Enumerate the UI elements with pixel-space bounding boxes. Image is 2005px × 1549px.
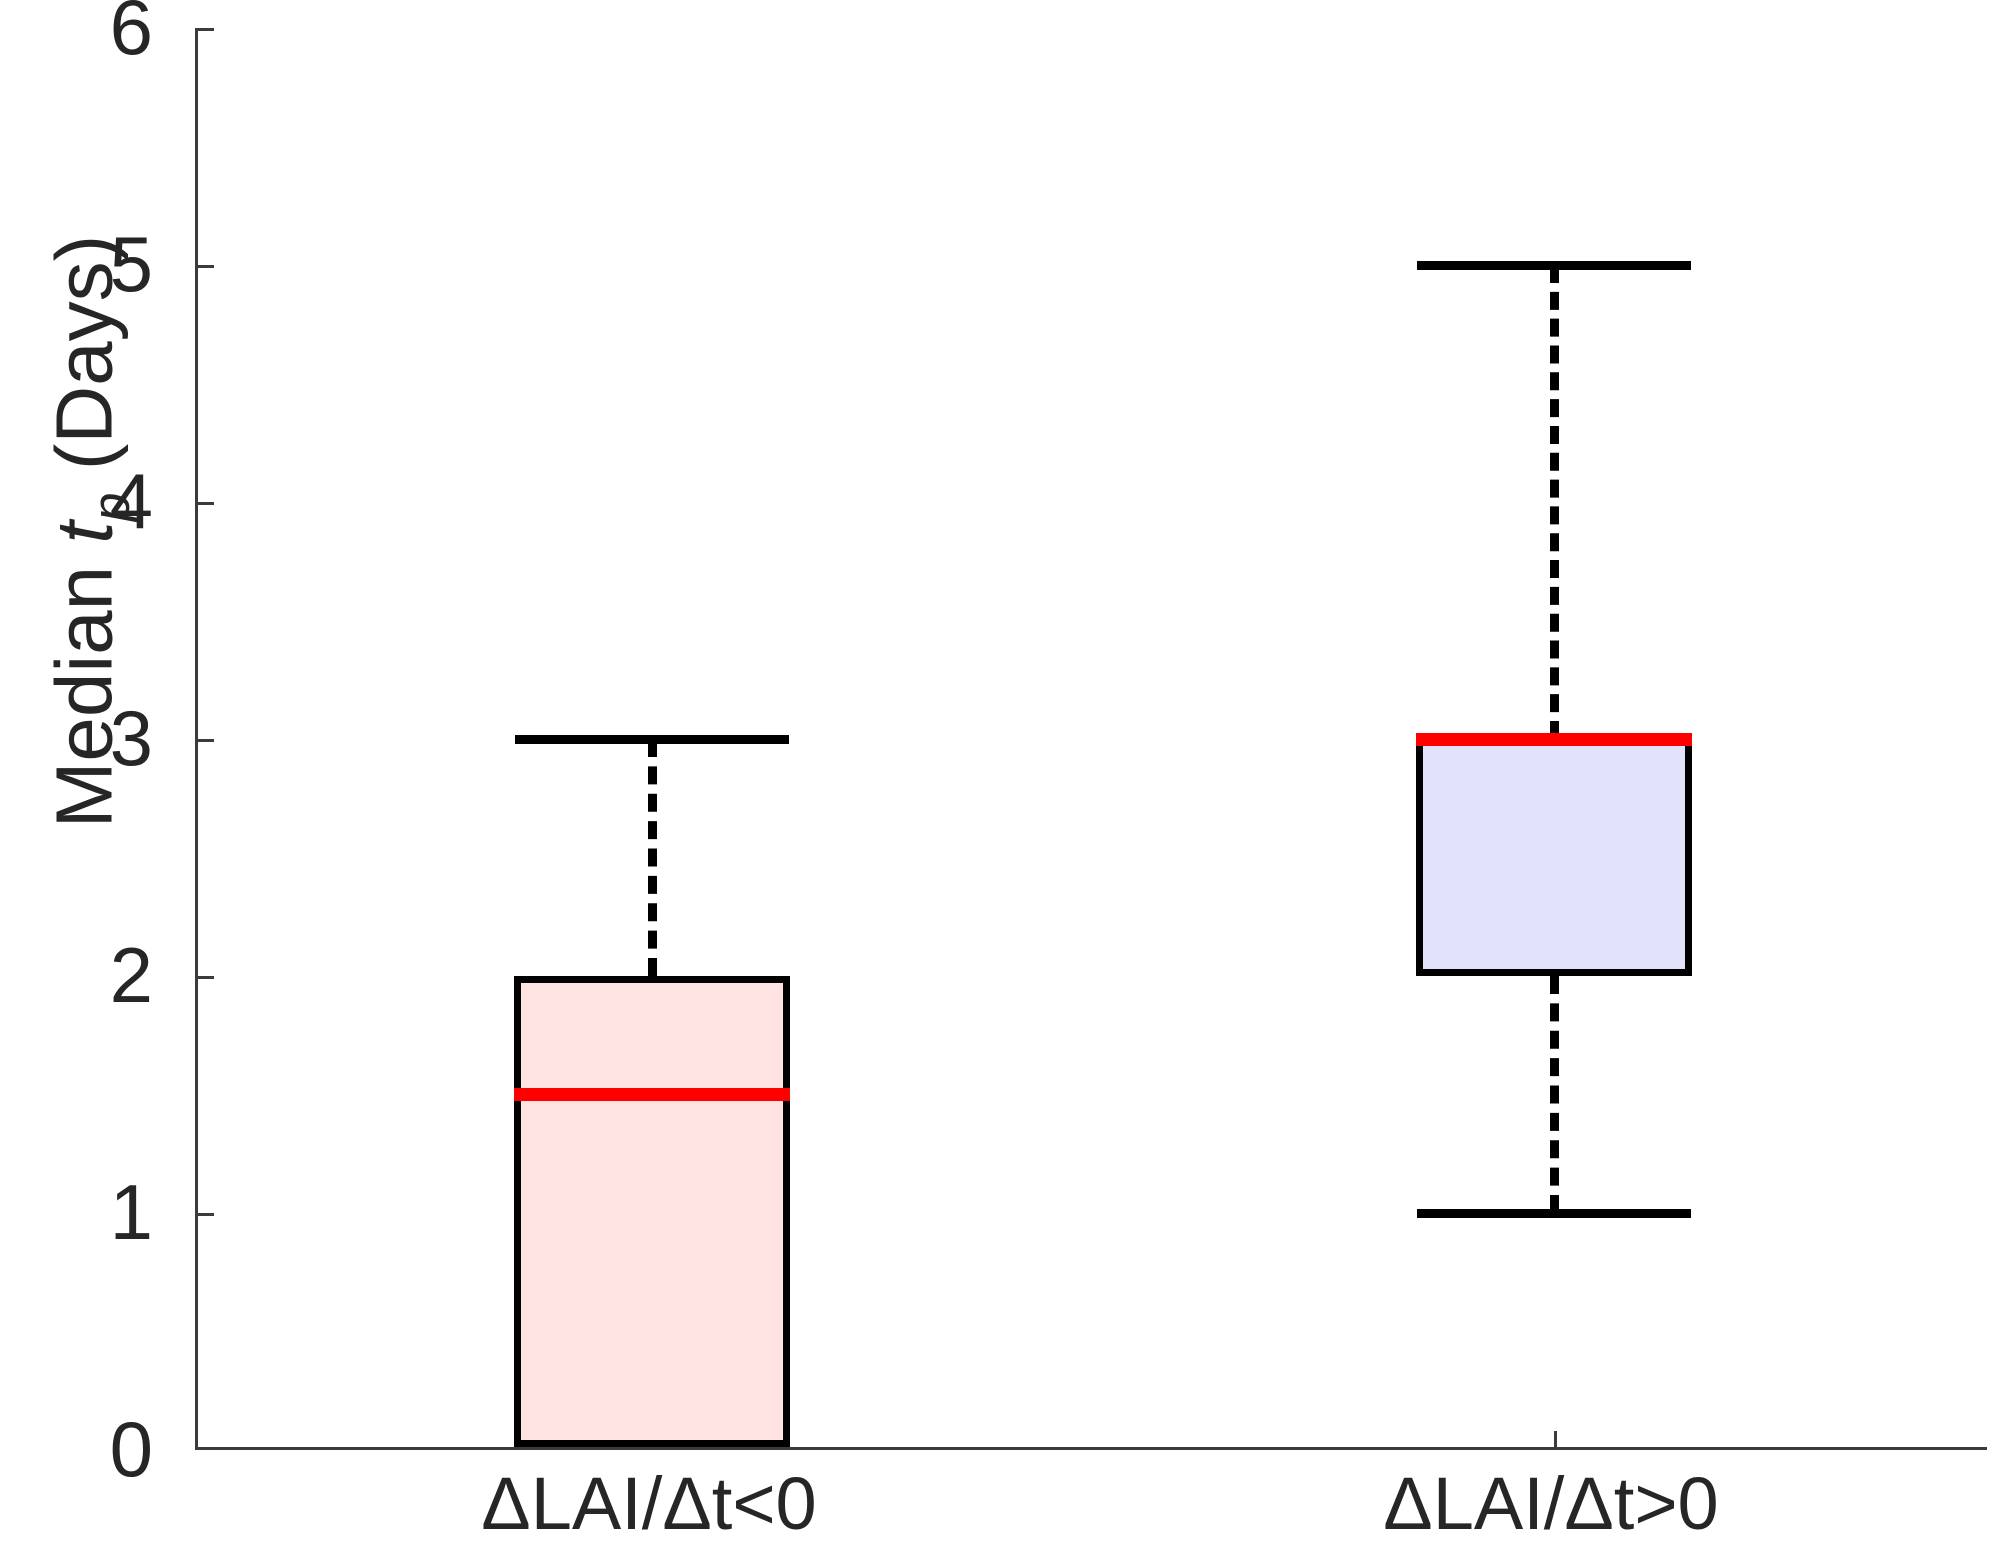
y-tick-label-1: 1 bbox=[109, 1168, 153, 1256]
y-tick-4 bbox=[198, 502, 214, 505]
x-tick-2 bbox=[1554, 1431, 1557, 1447]
box-1 bbox=[514, 976, 790, 1447]
whisker-lower-cap-2 bbox=[1417, 1209, 1691, 1218]
y-tick-label-0: 0 bbox=[109, 1405, 153, 1493]
y-tick-label-3: 3 bbox=[109, 694, 153, 782]
median-line-1 bbox=[514, 1088, 790, 1101]
y-tick-label-2: 2 bbox=[109, 931, 153, 1019]
x-tick-label-group-2: ΔLAI/Δt>0 bbox=[1383, 1462, 1719, 1545]
y-tick-1 bbox=[198, 1213, 214, 1216]
y-tick-label-6: 6 bbox=[109, 0, 153, 71]
whisker-upper-cap-2 bbox=[1417, 261, 1691, 270]
whisker-upper-cap-1 bbox=[515, 735, 789, 744]
box-2 bbox=[1416, 739, 1692, 976]
y-tick-6 bbox=[198, 28, 214, 31]
plot-area bbox=[195, 28, 1987, 1450]
y-tick-3 bbox=[198, 739, 214, 742]
y-tick-2 bbox=[198, 976, 214, 979]
median-line-2 bbox=[1416, 733, 1692, 746]
x-tick-label-group-1: ΔLAI/Δt<0 bbox=[481, 1462, 817, 1545]
whisker-upper-line-1 bbox=[648, 739, 657, 976]
whisker-upper-line-2 bbox=[1550, 265, 1559, 739]
y-tick-label-4: 4 bbox=[109, 457, 153, 545]
y-tick-label-group: 6 5 4 3 2 1 0 bbox=[0, 0, 175, 1549]
whisker-lower-line-2 bbox=[1550, 976, 1559, 1213]
y-tick-label-5: 5 bbox=[109, 220, 153, 308]
y-tick-5 bbox=[198, 265, 214, 268]
